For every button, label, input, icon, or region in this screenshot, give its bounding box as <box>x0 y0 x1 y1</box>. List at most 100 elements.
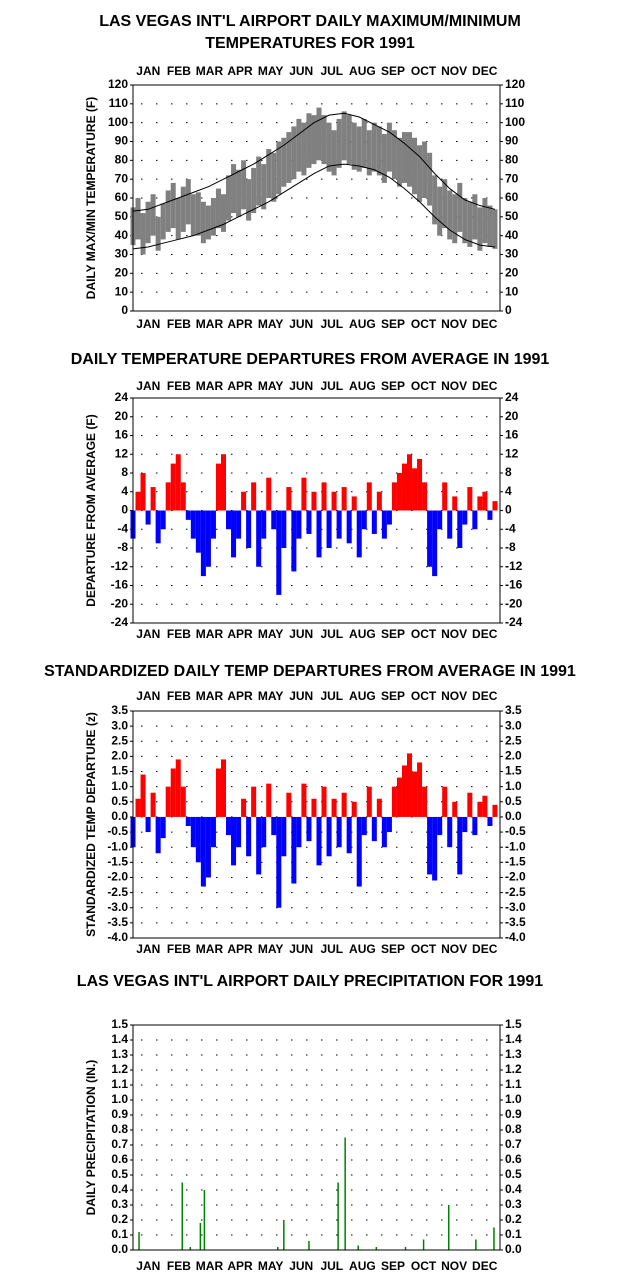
departure-bar <box>266 783 272 817</box>
temp-range <box>195 192 201 236</box>
y-tick-label: -4.0 <box>107 930 128 944</box>
plot-frame <box>132 1024 501 1251</box>
month-label-top: JUN <box>289 689 313 703</box>
departure-bar <box>276 510 282 595</box>
departure-bar <box>200 816 206 887</box>
month-label-top: JAN <box>136 689 160 703</box>
y-tick-label-right: 50 <box>505 209 519 223</box>
month-label-bottom: FEB <box>167 627 191 641</box>
month-label-top: SEP <box>381 64 405 78</box>
y-tick-label-right: 90 <box>505 134 519 148</box>
y-tick-label: 3.0 <box>111 718 128 732</box>
departure-bar <box>160 510 166 530</box>
departure-bar <box>391 786 397 817</box>
precip-bar <box>189 1247 192 1250</box>
month-label-bottom: AUG <box>349 1259 376 1273</box>
month-label-bottom: OCT <box>411 1259 437 1273</box>
y-tick-label: 1.1 <box>111 1077 128 1091</box>
month-label-top: DEC <box>472 64 498 78</box>
precip-bar <box>283 1220 285 1250</box>
temp-range <box>326 122 332 172</box>
month-label-top: MAY <box>258 379 284 393</box>
departure-bar <box>220 759 227 817</box>
y-tick-label: 60 <box>115 190 129 204</box>
temp-range <box>366 130 372 176</box>
departure-bar <box>210 510 216 539</box>
departure-bar <box>406 753 413 817</box>
departure-bar <box>170 463 176 511</box>
y-tick-label-right: 8 <box>505 465 512 479</box>
normal-min <box>132 163 496 250</box>
departure-bar <box>185 510 191 520</box>
month-label-top: JUL <box>320 64 343 78</box>
y-tick-label: 1.4 <box>111 1032 128 1046</box>
departure-bar <box>195 510 201 553</box>
y-axis-label: DAILY PRECIPITATION (IN.) <box>84 1060 98 1216</box>
departure-bar <box>336 816 342 848</box>
departure-bar <box>246 816 252 857</box>
month-label-bottom: NOV <box>441 942 467 956</box>
y-tick-label: 40 <box>115 228 129 242</box>
departure-bar <box>386 816 392 833</box>
temp-range <box>180 186 186 232</box>
departure-bar <box>381 510 387 539</box>
month-label-bottom: MAY <box>258 942 284 956</box>
month-label-bottom: JUL <box>320 1259 343 1273</box>
temp-range <box>442 179 448 229</box>
departure-bar <box>492 804 498 817</box>
temp-range <box>401 132 407 183</box>
departure-bar <box>442 786 448 817</box>
departure-bar <box>155 816 161 854</box>
departure-bar <box>155 510 161 544</box>
departure-bar <box>482 795 488 817</box>
departure-bar <box>281 510 287 548</box>
temp-range <box>226 175 232 221</box>
departure-bar <box>432 816 438 881</box>
departure-bar <box>376 798 382 817</box>
departure-bar <box>256 816 262 875</box>
y-tick-label: -2.0 <box>107 870 128 884</box>
departure-bar <box>371 510 377 534</box>
plot-frame <box>132 397 501 624</box>
month-label-bottom: APR <box>227 317 253 331</box>
y-tick-label-right: 1.0 <box>505 779 522 793</box>
departure-bar <box>306 510 312 534</box>
y-tick-label-right: 0 <box>505 503 512 517</box>
month-label-bottom: MAR <box>196 627 224 641</box>
temp-range <box>447 190 453 240</box>
month-label-bottom: MAY <box>258 627 284 641</box>
precip-bar <box>357 1245 359 1250</box>
y-tick-label: 0.2 <box>111 1212 128 1226</box>
month-label-bottom: MAR <box>196 1259 224 1273</box>
departure-bar <box>175 454 181 511</box>
departure-bar <box>346 816 352 854</box>
departure-bar <box>271 816 277 836</box>
y-tick-label: 16 <box>115 428 129 442</box>
departure-bar <box>226 816 232 836</box>
month-label-bottom: JUL <box>320 942 343 956</box>
departure-bar <box>396 777 402 817</box>
temp-range <box>452 194 458 244</box>
departure-bar <box>165 482 171 511</box>
chart-title: LAS VEGAS INT'L AIRPORT DAILY PRECIPITAT… <box>77 973 544 990</box>
departure-bar <box>361 816 367 836</box>
y-tick-label: 0.6 <box>111 1152 128 1166</box>
y-tick-label-right: 1.4 <box>505 1032 522 1046</box>
y-axis-label: DAILY MAX/MIN TEMPERATURE (F) <box>84 97 98 299</box>
departure-bar <box>482 491 488 511</box>
departure-bar <box>231 816 237 866</box>
temp-range <box>422 141 428 198</box>
month-label-bottom: APR <box>227 627 253 641</box>
month-label-top: JAN <box>136 64 160 78</box>
month-label-top: FEB <box>167 379 191 393</box>
departure-bar <box>321 482 327 511</box>
y-tick-label-right: 0.9 <box>505 1107 522 1121</box>
y-tick-label-right: 0.2 <box>505 1212 522 1226</box>
departure-bar <box>452 496 458 511</box>
departure-bar <box>341 792 347 817</box>
month-label-bottom: OCT <box>411 627 437 641</box>
temp-range <box>150 194 156 236</box>
y-tick-label: -1.0 <box>107 839 128 853</box>
month-label-bottom: AUG <box>349 317 376 331</box>
month-label-top: NOV <box>441 64 467 78</box>
